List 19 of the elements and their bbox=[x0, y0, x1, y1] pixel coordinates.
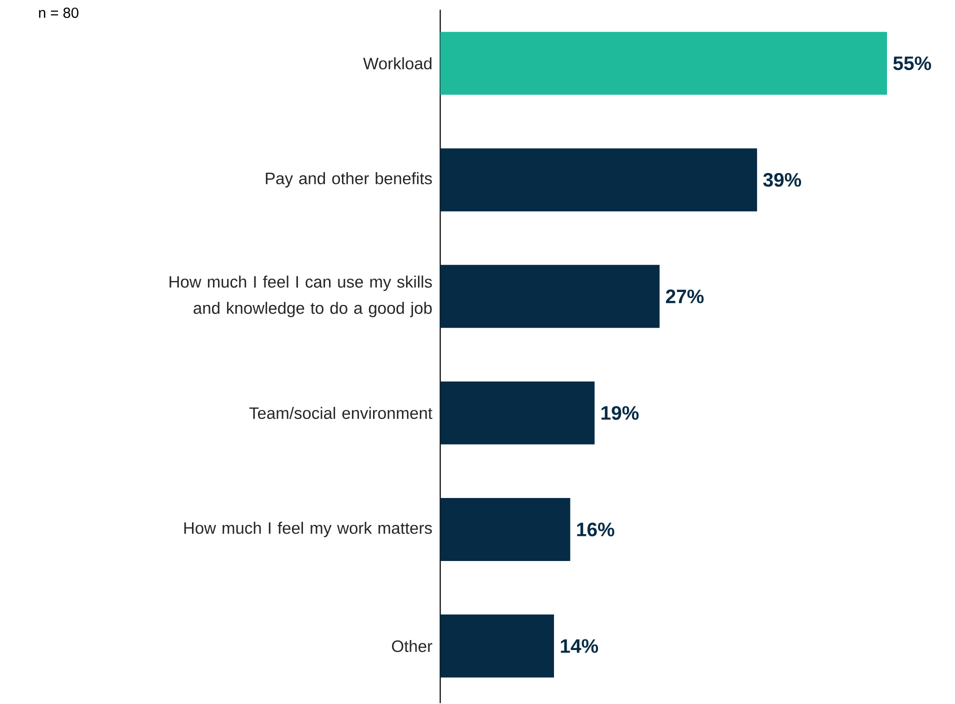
data-label: 39% bbox=[763, 173, 802, 187]
bar bbox=[440, 382, 595, 445]
data-label: 14% bbox=[560, 639, 598, 653]
y-tick-label: Pay and other benefits bbox=[266, 172, 432, 188]
data-label: 55% bbox=[893, 56, 932, 70]
y-tick-label: How much I feel my work matters bbox=[184, 522, 432, 538]
data-label: 19% bbox=[602, 406, 639, 420]
bar bbox=[440, 614, 554, 678]
bar bbox=[440, 498, 570, 562]
y-tick-label: Other bbox=[392, 640, 432, 652]
y-tick-label: Team/social environment bbox=[249, 407, 432, 420]
bar bbox=[440, 148, 758, 212]
data-label: 27% bbox=[666, 290, 704, 304]
y-tick-label: How much I feel I can use my skills and knowledge to do a good job bbox=[170, 276, 432, 318]
text: n = 80 bbox=[39, 8, 78, 18]
bar bbox=[440, 265, 660, 328]
y-tick-label: Workload bbox=[363, 57, 432, 70]
bar bbox=[440, 32, 888, 95]
data-label: 16% bbox=[577, 522, 614, 537]
